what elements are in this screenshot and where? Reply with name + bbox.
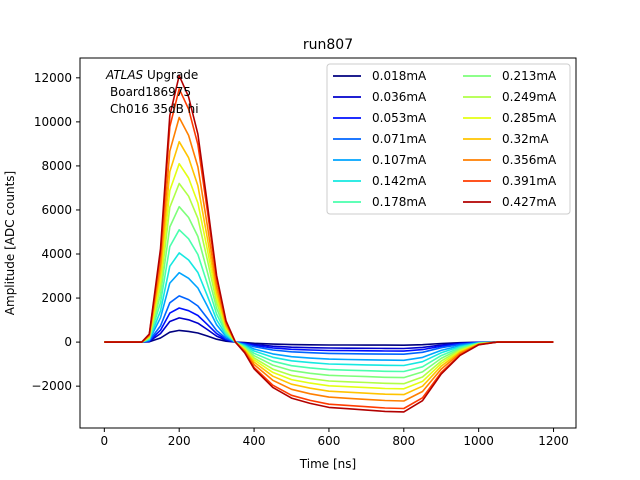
legend-label: 0.213mA <box>502 69 557 83</box>
annotation-board: Board186975 <box>110 85 191 99</box>
annotation-upgrade: Upgrade <box>143 68 198 82</box>
series-line-0.249mA <box>104 182 554 385</box>
plot-frame <box>79 57 577 429</box>
x-tick-label: 800 <box>392 434 415 448</box>
legend-label: 0.356mA <box>502 153 557 167</box>
x-tick-label: 600 <box>317 434 340 448</box>
series-line-0.285mA <box>104 162 554 390</box>
series-line-0.071mA <box>104 295 554 356</box>
series-line-0.178mA <box>104 229 554 373</box>
x-tick-label: 0 <box>101 434 109 448</box>
y-tick-label: 8000 <box>41 159 72 173</box>
y-tick-label: 10000 <box>34 115 72 129</box>
annotation-atlas: ATLAS <box>105 68 144 82</box>
legend-label: 0.285mA <box>502 111 557 125</box>
legend-label: 0.036mA <box>372 90 427 104</box>
legend-label: 0.107mA <box>372 153 427 167</box>
y-tick-label: 0 <box>64 335 72 349</box>
y-axis: −2000 0 2000 4000 6000 8000 10000 12000 <box>31 71 80 393</box>
legend-label: 0.178mA <box>372 195 427 209</box>
legend-label: 0.391mA <box>502 174 557 188</box>
x-tick-label: 1000 <box>463 434 494 448</box>
y-tick-label: 12000 <box>34 71 72 85</box>
x-axis: 0 200 400 600 800 1000 1200 <box>101 428 569 448</box>
y-axis-label: Amplitude [ADC counts] <box>3 171 17 315</box>
annotation-line-1: ATLAS Upgrade <box>105 68 198 82</box>
x-axis-label: Time [ns] <box>299 457 356 471</box>
series-line-0.356mA <box>104 116 554 402</box>
chart-title: run807 <box>303 37 353 53</box>
legend-label: 0.018mA <box>372 69 427 83</box>
y-tick-label: 2000 <box>41 291 72 305</box>
y-tick-label: 4000 <box>41 247 72 261</box>
annotation-channel: Ch016 35dB hi <box>110 102 199 116</box>
series-line-0.107mA <box>104 271 554 362</box>
legend-label: 0.071mA <box>372 132 427 146</box>
plot-lines <box>104 74 554 413</box>
legend: 0.018mA 0.036mA 0.053mA 0.071mA 0.107mA 0.142… <box>326 63 571 215</box>
y-tick-label: −2000 <box>31 379 72 393</box>
x-tick-label: 400 <box>243 434 266 448</box>
series-line-0.427mA <box>104 74 554 413</box>
legend-label: 0.32mA <box>502 132 549 146</box>
legend-box <box>326 63 571 215</box>
series-line-0.32mA <box>104 140 554 396</box>
x-tick-label: 200 <box>168 434 191 448</box>
y-tick-label: 6000 <box>41 203 72 217</box>
series-line-0.142mA <box>104 252 554 367</box>
legend-label: 0.142mA <box>372 174 427 188</box>
legend-label: 0.053mA <box>372 111 427 125</box>
series-line-0.213mA <box>104 205 554 379</box>
legend-label: 0.249mA <box>502 90 557 104</box>
legend-label: 0.427mA <box>502 195 557 209</box>
x-tick-label: 1200 <box>538 434 569 448</box>
